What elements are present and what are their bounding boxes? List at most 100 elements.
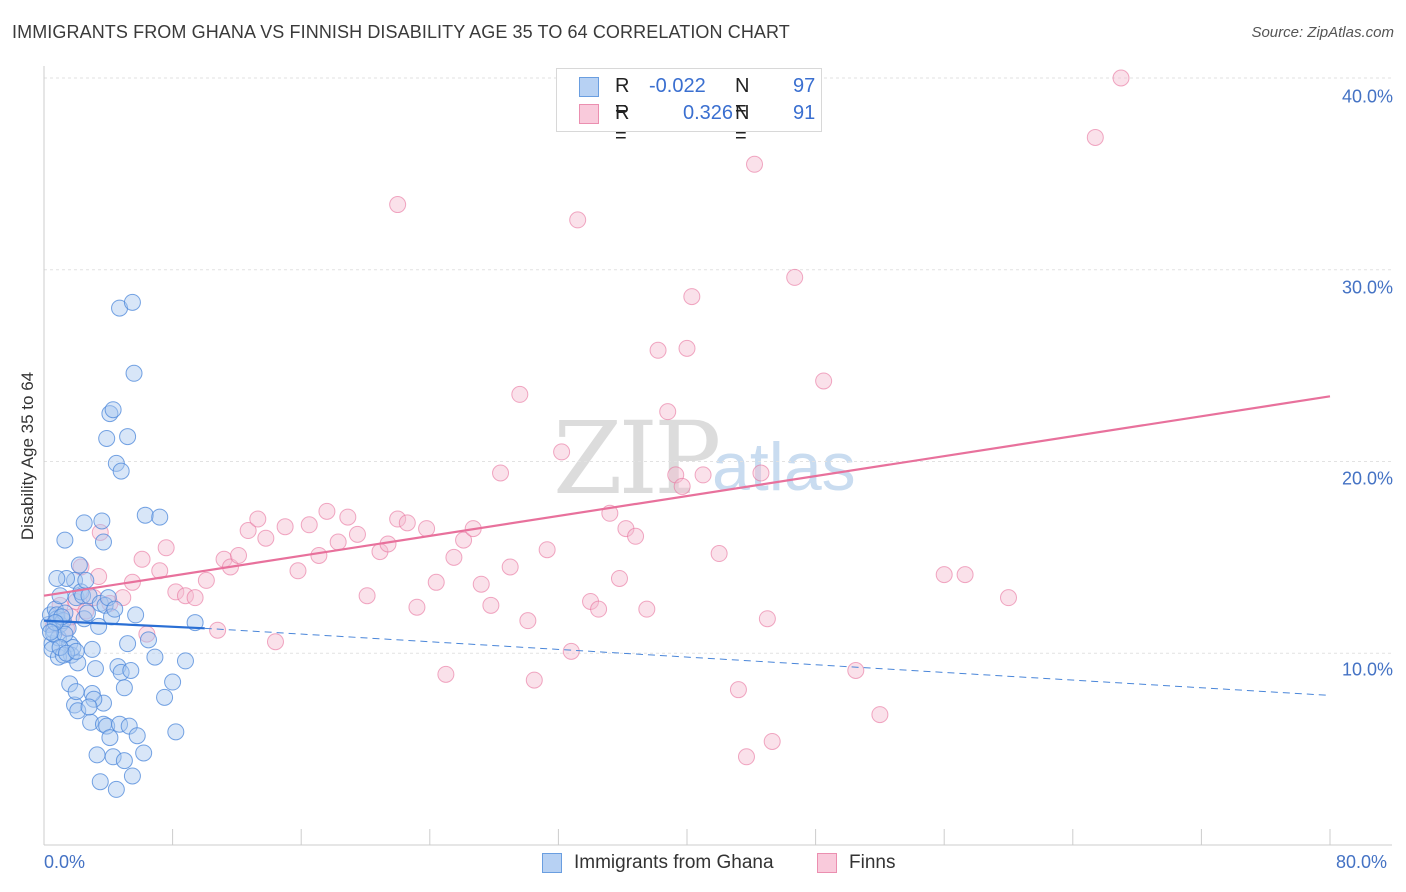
ghana-point [66, 696, 84, 714]
ghana-point [123, 293, 141, 311]
finns-point [455, 531, 473, 549]
finns-point [511, 385, 529, 403]
finns-point [786, 268, 804, 286]
ghana-point [83, 685, 101, 703]
finns-point [492, 464, 510, 482]
y-tick-label: 40.0% [1341, 86, 1393, 107]
ghana-point [51, 587, 69, 605]
finns-point [186, 589, 204, 607]
ghana-point [51, 638, 69, 656]
finns-point [339, 508, 357, 526]
finns-point [133, 550, 151, 568]
legend-n-label: N = [735, 102, 750, 147]
ghana-point [119, 428, 137, 446]
finns-point [562, 642, 580, 660]
finns-point [683, 288, 701, 306]
finns-point [737, 748, 755, 766]
x-tick-label-max: 80.0% [1336, 852, 1388, 872]
legend-label-finns: Finns [849, 852, 896, 873]
finns-point [358, 587, 376, 605]
finns-point [590, 600, 608, 618]
y-tick-label: 30.0% [1341, 277, 1393, 298]
finns-point [239, 522, 257, 540]
finns-point [472, 575, 490, 593]
legend-swatch-blue [542, 853, 562, 873]
finns-point [673, 477, 691, 495]
finns-point [266, 633, 284, 651]
finns-point [710, 545, 728, 563]
legend-label-ghana: Immigrants from Ghana [574, 852, 774, 873]
finns-point [90, 568, 108, 586]
finns-point [398, 514, 416, 532]
ghana-point [41, 623, 59, 641]
finns-point [1086, 128, 1104, 146]
finns-point [157, 539, 175, 557]
watermark-zip: ZIP [553, 400, 721, 517]
watermark-atlas: atlas [712, 429, 856, 505]
ghana-point [122, 662, 140, 680]
finns-point [167, 583, 185, 601]
finns-point [610, 569, 628, 587]
ghana-point [156, 688, 174, 706]
finns-point [758, 610, 776, 628]
ghana-point [136, 506, 154, 524]
legend-swatch-pink [579, 104, 599, 124]
finns-point [114, 589, 132, 607]
finns-point [519, 612, 537, 630]
ghana-point [128, 727, 146, 745]
ghana-point [139, 631, 157, 649]
finns-point [482, 596, 500, 614]
finns-point [871, 706, 889, 724]
finns-point [935, 566, 953, 584]
finns-point [649, 341, 667, 359]
finns-point [249, 510, 267, 528]
finns-point [389, 510, 407, 528]
finns-point [847, 662, 865, 680]
finns-point [678, 339, 696, 357]
ghana-point [58, 569, 76, 587]
x-tick-label-min: 0.0% [44, 852, 86, 872]
ghana-point [83, 640, 101, 658]
finns-point [638, 600, 656, 618]
legend-r-label: R = [615, 75, 630, 120]
finns-point [445, 548, 463, 566]
ghana-point [115, 752, 133, 770]
ghana-point [91, 773, 109, 791]
finns-point [569, 211, 587, 229]
finns-point [501, 558, 519, 576]
finns-point [310, 546, 328, 564]
legend-swatch-blue [579, 77, 599, 97]
ghana-point [112, 462, 130, 480]
finns-point [300, 516, 318, 534]
ghana-point [176, 652, 194, 670]
ghana-point [56, 531, 74, 549]
finns-point [427, 573, 445, 591]
ghana-point [167, 723, 185, 741]
finns-point [815, 372, 833, 390]
finns-point [553, 443, 571, 461]
ghana-point [67, 683, 85, 701]
ghana-point [86, 660, 104, 678]
legend-n-value: 97 [793, 75, 816, 97]
finns-point [230, 546, 248, 564]
ghana-trendline-extension [204, 627, 1331, 696]
ghana-point [123, 767, 141, 785]
y-tick-label: 20.0% [1341, 468, 1393, 489]
legend-r-value: -0.022 [649, 75, 706, 97]
ghana-point [104, 748, 122, 766]
finns-point [659, 403, 677, 421]
finns-point [289, 562, 307, 580]
chart-title: IMMIGRANTS FROM GHANA VS FINNISH DISABIL… [12, 22, 790, 42]
finns-point [348, 525, 366, 543]
ghana-point [107, 780, 125, 798]
finns-point [1112, 69, 1130, 87]
ghana-point [69, 702, 87, 720]
finns-point [437, 665, 455, 683]
finns-point [694, 466, 712, 484]
ghana-point [119, 635, 137, 653]
finns-point [956, 566, 974, 584]
finns-point [318, 502, 336, 520]
finns-trendline [43, 395, 1331, 597]
ghana-point [104, 401, 122, 419]
ghana-point [75, 514, 93, 532]
